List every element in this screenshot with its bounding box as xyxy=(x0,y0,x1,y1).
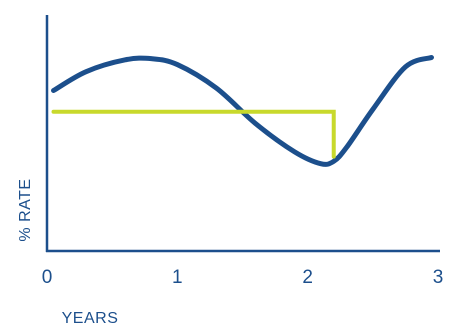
series-layer xyxy=(51,54,434,167)
x-tick-label: 1 xyxy=(172,267,183,288)
x-tick-label: 2 xyxy=(302,267,313,288)
series-1-line xyxy=(51,109,336,159)
x-axis-title: YEARS xyxy=(62,310,119,327)
x-tick-labels: 0 1 2 3 xyxy=(42,267,444,288)
series-0-line xyxy=(51,54,434,167)
x-tick-label: 0 xyxy=(42,267,53,288)
y-axis-title: % RATE xyxy=(17,178,34,241)
x-tick-label: 3 xyxy=(433,267,444,288)
